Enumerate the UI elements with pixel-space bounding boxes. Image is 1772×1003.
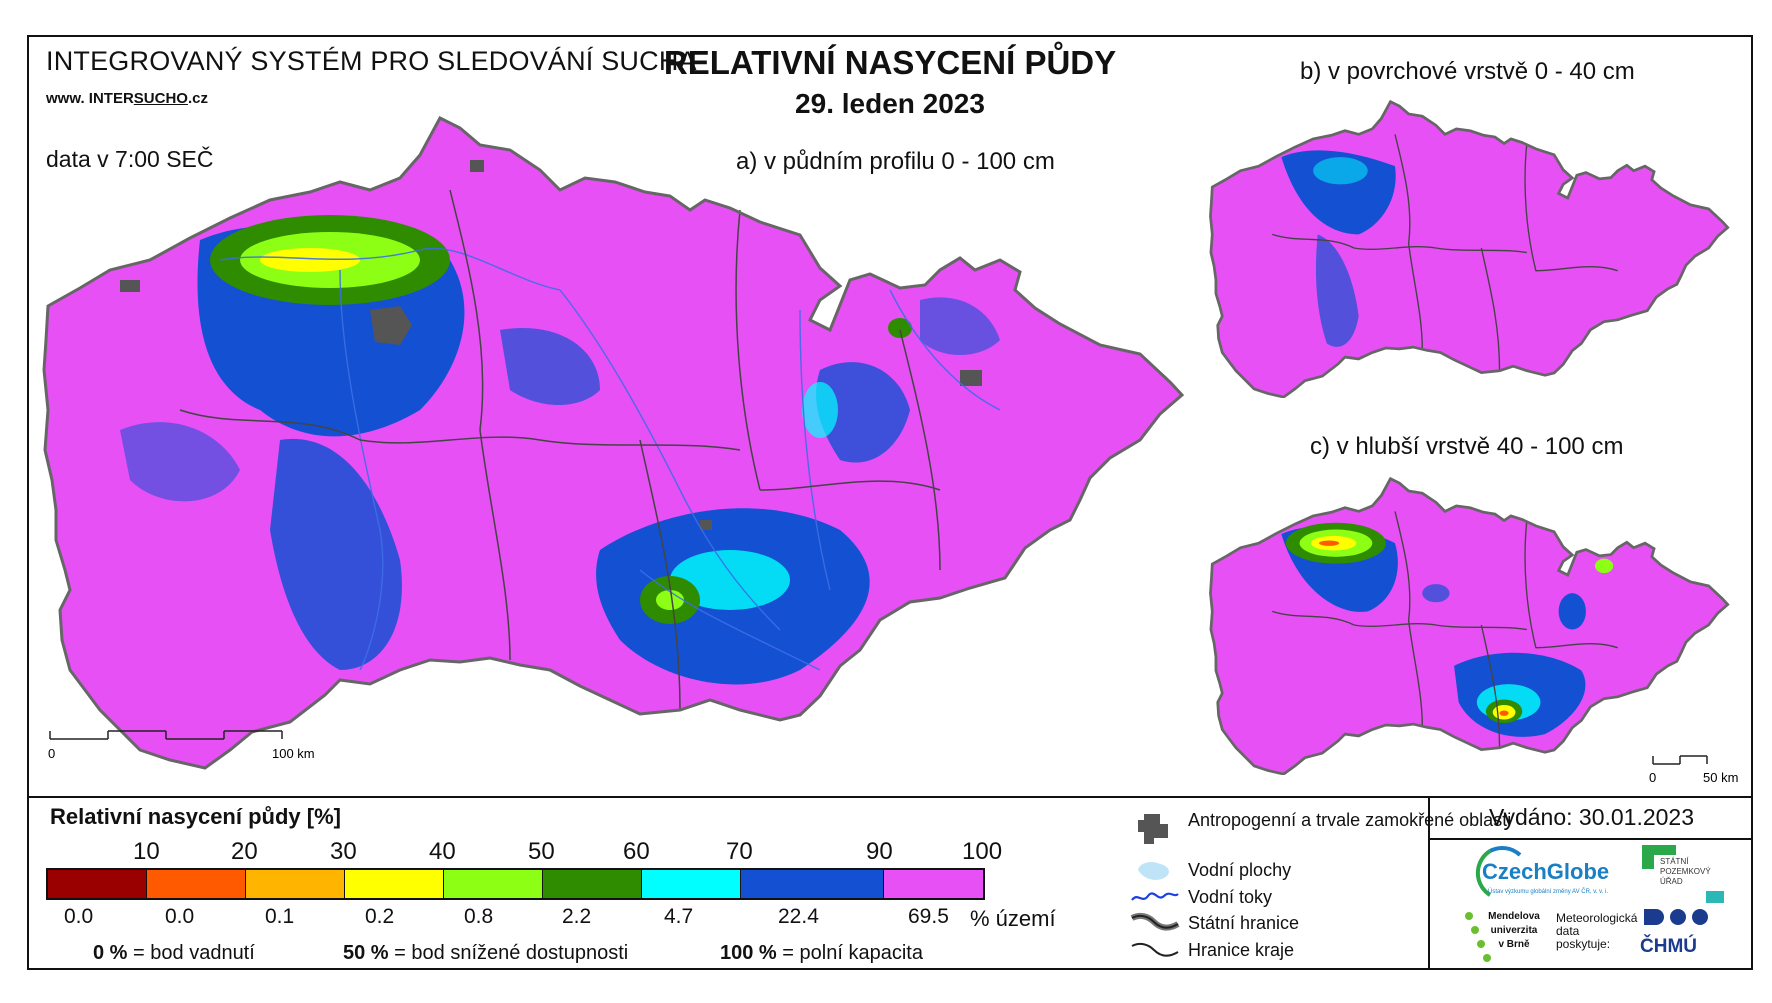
note-field-capacity: 100 % = polní kapacita xyxy=(720,942,923,965)
class-percent: 0.0 xyxy=(165,905,195,928)
spu-mark-icon xyxy=(1642,845,1724,903)
map-date: 29. leden 2023 xyxy=(795,88,985,119)
website-link[interactable]: www. INTERSUCHO.cz xyxy=(46,90,208,107)
scale-bar-main: 0 100 km xyxy=(48,730,315,761)
chmu-name: ČHMÚ xyxy=(1640,936,1697,957)
mendel-text: Mendelova univerzita v Brně xyxy=(1479,910,1549,952)
url-prefix: www. INTER xyxy=(46,90,134,107)
main-title: RELATIVNÍ NASYCENÍ PŮDY xyxy=(0,44,1772,82)
czechglobe-arc-icon xyxy=(1475,845,1522,897)
czechglobe-name: CzechGlobe xyxy=(1482,859,1610,884)
scale-small-start: 0 xyxy=(1649,770,1656,785)
class-percent: 22.4 xyxy=(778,905,819,928)
color-scale-bar xyxy=(46,868,985,900)
czechglobe-subtitle: Ústav výzkumu globální změny AV ČR, v. v… xyxy=(1488,889,1609,895)
threshold-label: 90 xyxy=(866,838,893,865)
footer-horizontal-divider xyxy=(1428,838,1753,840)
threshold-label: 100 xyxy=(962,838,1003,865)
issued-date: Vydáno: 30.01.2023 xyxy=(1488,804,1695,830)
threshold-label: 20 xyxy=(231,838,258,865)
footer-vertical-divider xyxy=(1428,796,1430,970)
color-class xyxy=(246,870,345,898)
map-a-soil-profile xyxy=(42,116,1185,770)
color-class xyxy=(444,870,543,898)
rivers-label: Vodní toky xyxy=(1188,887,1273,907)
threshold-label: 40 xyxy=(429,838,456,865)
region-border-label: Hranice kraje xyxy=(1188,940,1295,960)
mendel-dots-icon xyxy=(1465,912,1491,962)
mendel-line: v Brně xyxy=(1498,939,1530,950)
region-border-symbol xyxy=(1131,942,1179,957)
class-percent: 2.2 xyxy=(562,905,592,928)
chmu-logo: ČHMÚ xyxy=(1640,905,1720,958)
threshold-label: 50 xyxy=(528,838,555,865)
note-text: = bod vadnutí xyxy=(133,942,255,964)
threshold-label: 70 xyxy=(726,838,753,865)
anthropogenic-label: Antropogenní a trvale zamokřené oblasti xyxy=(1188,810,1512,830)
threshold-label: 10 xyxy=(133,838,160,865)
state-border-symbol xyxy=(1130,912,1180,931)
note-value: 50 % xyxy=(343,942,389,964)
class-percent: 4.7 xyxy=(664,905,694,928)
map-c-deep-layer xyxy=(1209,476,1730,775)
meteorological-data-provider: Meteorologická data poskytuje: xyxy=(1556,912,1637,951)
percent-unit: % území xyxy=(970,906,1056,931)
color-class xyxy=(345,870,444,898)
chmu-mark-icon xyxy=(1644,909,1708,925)
color-class xyxy=(884,870,983,898)
scale-main-end: 100 km xyxy=(272,746,315,761)
river-symbol xyxy=(1131,892,1179,901)
class-percent: 0.0 xyxy=(64,905,94,928)
data-time: data v 7:00 SEČ xyxy=(46,146,214,172)
color-class xyxy=(147,870,246,898)
met-line: poskytuje: xyxy=(1556,937,1611,951)
note-text: = bod snížené dostupnosti xyxy=(394,942,629,964)
spu-logo: STÁTNÍ POZEMKOVÝ ÚŘAD xyxy=(1640,845,1740,910)
czechglobe-logo: CzechGlobe Ústav výzkumu globální změny … xyxy=(1460,845,1610,910)
met-line: Meteorologická xyxy=(1556,911,1638,925)
class-percent: 0.1 xyxy=(265,905,295,928)
main-title-text: RELATIVNÍ NASYCENÍ PŮDY xyxy=(663,44,1117,81)
mendel-line: univerzita xyxy=(1490,925,1538,936)
map-b-label: b) v povrchové vrstvě 0 - 40 cm xyxy=(1300,58,1635,85)
scale-small-end: 50 km xyxy=(1703,770,1738,785)
map-frame xyxy=(27,35,1753,970)
spu-line: STÁTNÍ xyxy=(1660,857,1689,866)
map-b-surface-layer xyxy=(1209,99,1730,398)
scale-bar-small: 0 50 km xyxy=(1649,755,1738,785)
threshold-label: 60 xyxy=(623,838,650,865)
color-class xyxy=(48,870,147,898)
class-percent: 0.2 xyxy=(365,905,395,928)
legend-divider xyxy=(27,796,1753,798)
system-title: INTEGROVANÝ SYSTÉM PRO SLEDOVÁNÍ SUCHA xyxy=(46,46,697,76)
water-body-symbol xyxy=(1138,862,1169,880)
water-bodies-label: Vodní plochy xyxy=(1188,860,1292,880)
map-a-label: a) v půdním profilu 0 - 100 cm xyxy=(736,148,1055,175)
mendel-line: Mendelova xyxy=(1488,911,1540,922)
url-underlined: SUCHO xyxy=(133,90,188,107)
spu-line: POZEMKOVÝ xyxy=(1660,867,1711,876)
url-suffix: .cz xyxy=(187,90,208,107)
spu-line: ÚŘAD xyxy=(1660,877,1683,886)
class-percent: 0.8 xyxy=(464,905,494,928)
threshold-label: 30 xyxy=(330,838,357,865)
color-class xyxy=(642,870,741,898)
state-border-label: Státní hranice xyxy=(1188,913,1300,933)
spu-text: STÁTNÍ POZEMKOVÝ ÚŘAD xyxy=(1660,857,1711,887)
class-percent: 69.5 xyxy=(908,905,949,928)
note-value: 100 % xyxy=(720,942,777,964)
anthropogenic-symbol xyxy=(1138,814,1168,844)
note-text: = polní kapacita xyxy=(782,942,923,964)
note-value: 0 % xyxy=(93,942,128,964)
map-c-label: c) v hlubší vrstvě 40 - 100 cm xyxy=(1310,433,1624,460)
note-wilting-point: 0 % = bod vadnutí xyxy=(93,942,255,965)
note-reduced-availability: 50 % = bod snížené dostupnosti xyxy=(343,942,628,965)
mendel-university-logo: Mendelova univerzita v Brně xyxy=(1463,910,1553,975)
legend-title: Relativní nasycení půdy [%] xyxy=(50,804,341,829)
scale-main-start: 0 xyxy=(48,746,55,761)
met-line: data xyxy=(1556,924,1580,938)
color-class xyxy=(741,870,884,898)
color-class xyxy=(543,870,642,898)
